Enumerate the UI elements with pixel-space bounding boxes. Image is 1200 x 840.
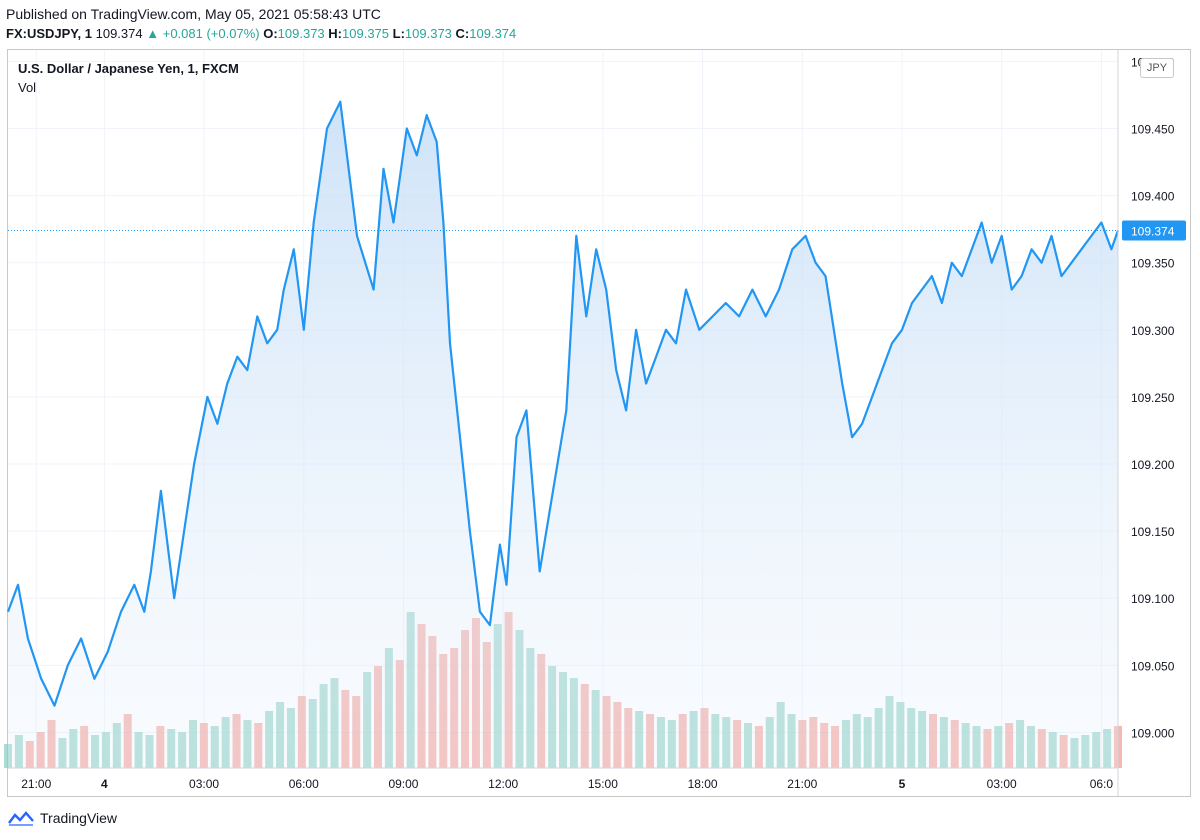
open-value: 109.373	[277, 26, 325, 41]
y-tick-label: 109.050	[1131, 659, 1175, 673]
y-tick-label: 109.200	[1131, 458, 1175, 472]
open-label: O:	[263, 26, 278, 41]
tradingview-footer[interactable]: TradingView	[8, 810, 117, 826]
symbol-label: FX:USDJPY, 1	[6, 26, 92, 41]
last-price-badge	[1122, 220, 1186, 241]
x-tick-label: 03:00	[987, 777, 1017, 791]
up-triangle-icon: ▲	[146, 26, 160, 41]
x-tick-label: 5	[899, 777, 906, 791]
high-label: H:	[328, 26, 343, 41]
y-tick-label: 109.000	[1131, 726, 1175, 740]
currency-badge[interactable]: JPY	[1140, 58, 1174, 78]
last-price-badge-label: 109.374	[1131, 225, 1175, 239]
volume-indicator-label[interactable]: Vol	[18, 80, 37, 95]
x-tick-label: 21:00	[787, 777, 817, 791]
price-line	[6, 100, 1120, 707]
x-tick-label: 06:00	[289, 777, 319, 791]
y-tick-label: 109.100	[1131, 592, 1175, 606]
y-tick-label: 109.300	[1131, 324, 1175, 338]
x-tick-label: 09:00	[388, 777, 418, 791]
close-label: C:	[455, 26, 470, 41]
tradingview-logo-icon	[8, 811, 34, 826]
y-tick-label: 109.350	[1131, 257, 1175, 271]
x-tick-label: 06:0	[1090, 777, 1114, 791]
x-tick-label: 18:00	[688, 777, 718, 791]
x-tick-label: 03:00	[189, 777, 219, 791]
x-tick-label: 21:00	[21, 777, 51, 791]
y-tick-label: 109.150	[1131, 525, 1175, 539]
last-price: 109.374	[95, 26, 143, 41]
chart-frame[interactable]	[7, 49, 1191, 797]
published-caption: Published on TradingView.com, May 05, 20…	[6, 6, 381, 22]
chart-title: U.S. Dollar / Japanese Yen, 1, FXCM	[18, 61, 239, 76]
y-tick-label: 109.250	[1131, 391, 1175, 405]
y-tick-label: 109.450	[1131, 123, 1175, 137]
tradingview-brand: TradingView	[40, 810, 118, 826]
ohlc-legend: FX:USDJPY, 1 109.374 ▲ +0.081 (+0.07%) O…	[6, 26, 516, 41]
price-change: +0.081 (+0.07%)	[162, 26, 260, 41]
y-tick-label: 109.400	[1131, 190, 1175, 204]
low-label: L:	[392, 26, 405, 41]
close-value: 109.374	[469, 26, 517, 41]
x-tick-label: 4	[101, 777, 108, 791]
x-tick-label: 15:00	[588, 777, 618, 791]
high-value: 109.375	[342, 26, 390, 41]
x-tick-label: 12:00	[488, 777, 518, 791]
low-value: 109.373	[404, 26, 452, 41]
